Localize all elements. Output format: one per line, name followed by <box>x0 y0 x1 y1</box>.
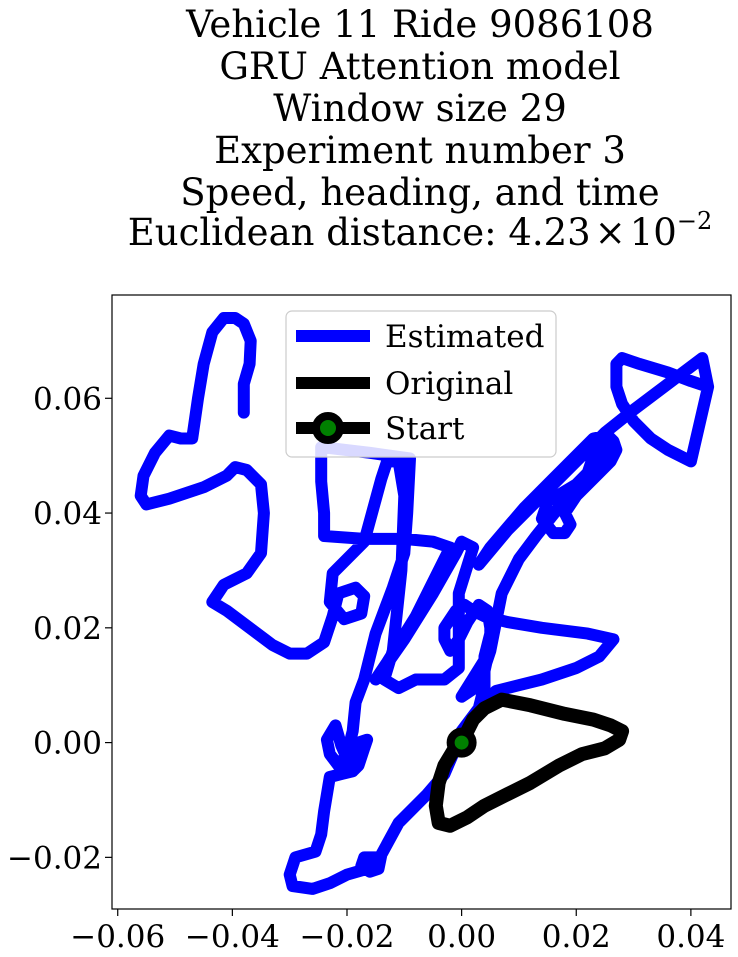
title-times-sign: × <box>595 211 626 254</box>
y-tick-label: 0.02 <box>33 611 102 647</box>
title-line-5: Speed, heading, and time <box>180 171 659 214</box>
title-exponent: −2 <box>677 207 712 235</box>
title-line-4: Experiment number 3 <box>214 129 626 172</box>
title-line-3: Window size 29 <box>273 87 567 130</box>
title-line-2: GRU Attention model <box>219 45 620 88</box>
legend-start-marker <box>312 412 344 444</box>
legend-original-label: Original <box>385 366 513 402</box>
title-power-base: 10 <box>630 211 677 254</box>
series-layer <box>134 312 715 895</box>
y-axis: −0.02 0.00 0.02 0.04 0.06 <box>7 381 112 876</box>
x-tick-label: 0.04 <box>656 919 725 955</box>
series-line-estimated <box>134 312 715 895</box>
y-tick-label: 0.06 <box>33 381 102 417</box>
x-tick-label: −0.06 <box>70 919 165 955</box>
legend-box <box>285 310 557 458</box>
x-tick-label: 0.02 <box>542 919 611 955</box>
title-line-6: Euclidean distance: 4.23 × 10−2 <box>128 207 712 254</box>
chart-title: Vehicle 11 Ride 9086108 GRU Attention mo… <box>128 3 712 254</box>
y-tick-label: 0.00 <box>33 726 102 762</box>
start-point-marker <box>446 727 477 758</box>
y-tick-label: 0.04 <box>33 496 102 532</box>
legend: Estimated Original Start <box>285 310 557 458</box>
series-line-original <box>428 692 630 833</box>
x-tick-label: 0.00 <box>427 919 496 955</box>
y-tick-label: −0.02 <box>7 840 102 876</box>
legend-start-label: Start <box>385 411 465 447</box>
title-line-1: Vehicle 11 Ride 9086108 <box>185 3 654 46</box>
title-distance-prefix: Euclidean distance: 4.23 <box>128 211 591 254</box>
legend-estimated-label: Estimated <box>385 319 544 355</box>
x-tick-label: −0.04 <box>185 919 280 955</box>
x-axis: −0.06 −0.04 −0.02 0.00 0.02 0.04 <box>70 909 725 955</box>
plot-frame <box>111 294 732 910</box>
x-tick-label: −0.02 <box>299 919 394 955</box>
